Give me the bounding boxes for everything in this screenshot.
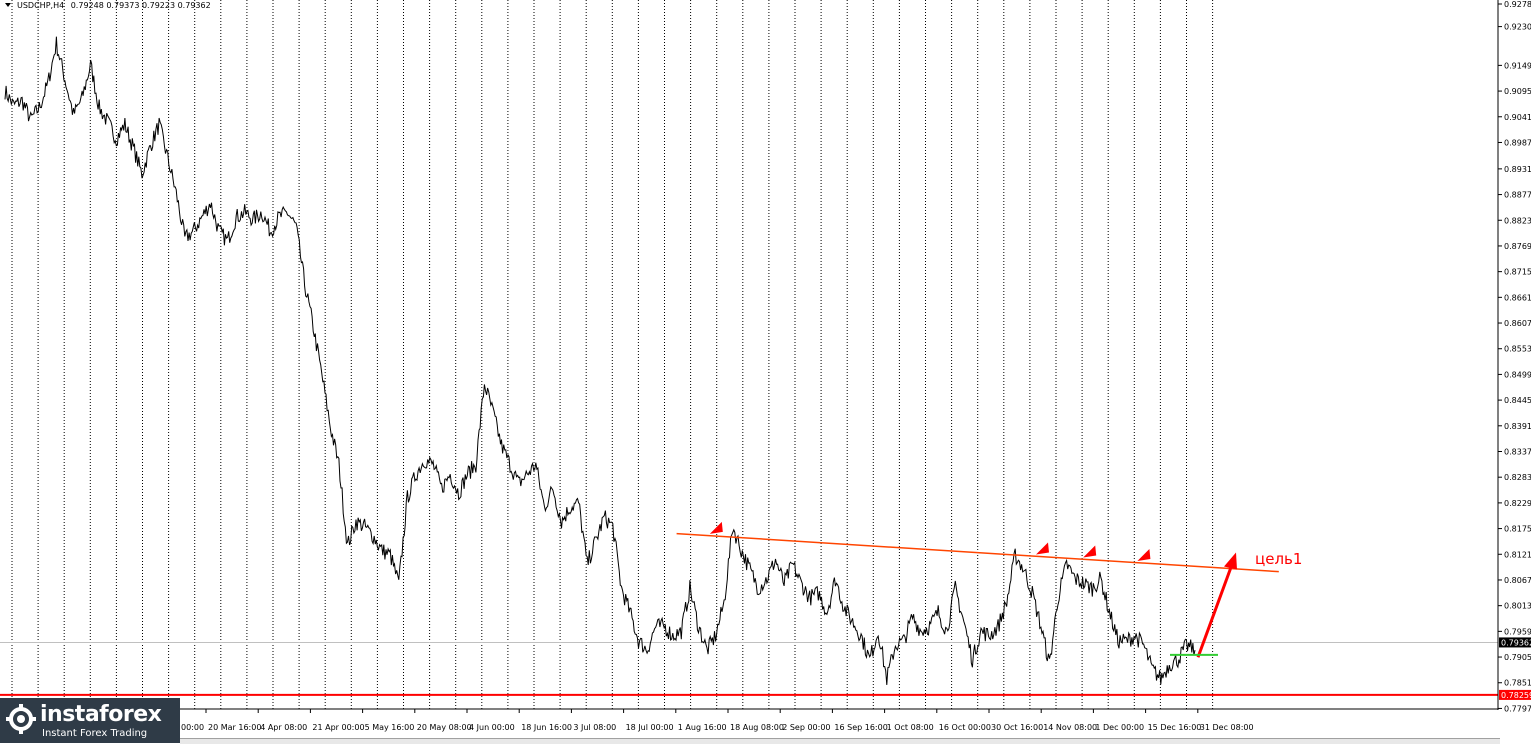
y-tick-label: 0.83375 — [1504, 447, 1531, 456]
series-line — [4, 36, 1196, 685]
y-tick-label: 0.87695 — [1504, 242, 1531, 251]
logo-brand: instaforex — [40, 702, 162, 727]
peak-marker-icon — [1036, 542, 1049, 555]
x-tick-label: 18 Jul 00:00 — [626, 723, 674, 732]
x-tick-label: 00:00 — [181, 723, 204, 732]
gear-logo-icon — [6, 704, 36, 734]
x-tick-label: 18 Aug 08:00 — [730, 723, 784, 732]
peak-marker-icon — [1083, 545, 1097, 558]
y-tick-label: 0.92305 — [1504, 23, 1531, 32]
ohlc-values: 0.79248 0.79373 0.79223 0.79362 — [71, 1, 211, 10]
symbol-label: USDCHP,H4 — [17, 1, 64, 10]
y-tick-label: 0.86075 — [1504, 319, 1531, 328]
y-tick-label: 0.79055 — [1504, 653, 1531, 662]
y-tick-label: 0.86615 — [1504, 293, 1531, 302]
y-tick-label: 0.85535 — [1504, 345, 1531, 354]
y-tick-label: 0.82295 — [1504, 499, 1531, 508]
y-tick-label: 0.88775 — [1504, 191, 1531, 200]
y-tick-label: 0.81755 — [1504, 525, 1531, 534]
trend-lines — [0, 532, 1498, 696]
y-tick-label: 0.78515 — [1504, 679, 1531, 688]
chart-header: USDCHP,H4 0.79248 0.79373 0.79223 0.7936… — [17, 1, 211, 10]
x-tick-label: 14 Nov 08:00 — [1043, 723, 1097, 732]
x-tick-label: 15 Dec 16:00 — [1148, 723, 1202, 732]
target-arrow-head — [1224, 552, 1237, 570]
y-tick-label: 0.80135 — [1504, 602, 1531, 611]
resistance-line[interactable] — [676, 532, 1279, 573]
y-tick-label: 0.84995 — [1504, 370, 1531, 379]
instaforex-logo: instaforex Instant Forex Trading — [0, 698, 180, 743]
x-tick-label: 30 Oct 16:00 — [991, 723, 1043, 732]
target-arrow — [1196, 563, 1234, 658]
y-tick-label: 0.89315 — [1504, 165, 1531, 174]
x-tick-label: 4 Apr 08:00 — [260, 723, 307, 732]
x-tick-label: 21 Apr 00:00 — [312, 723, 364, 732]
x-tick-label: 18 Jun 16:00 — [521, 723, 572, 732]
y-tick-label: 0.88235 — [1504, 216, 1531, 225]
x-tick-label: 4 Jun 00:00 — [469, 723, 515, 732]
chart-tab-bar[interactable] — [180, 738, 1500, 744]
x-tick-label: 31 Dec 08:00 — [1200, 723, 1254, 732]
x-tick-label: 2 Sep 00:00 — [782, 723, 830, 732]
logo-tagline: Instant Forex Trading — [42, 728, 148, 739]
x-tick-label: 1 Dec 00:00 — [1095, 723, 1144, 732]
y-tick-label: 0.82835 — [1504, 473, 1531, 482]
time-axis: 00:00 20 Mar 16:004 Apr 08:00 21 Apr 00:00… — [181, 709, 1254, 732]
price-badge — [1499, 637, 1531, 648]
price-series — [4, 36, 1196, 685]
x-tick-label: 16 Oct 00:00 — [939, 723, 991, 732]
y-tick-label: 0.81215 — [1504, 550, 1531, 559]
y-tick-label: 0.87155 — [1504, 268, 1531, 277]
price-badges: 0.79362 0.78259 — [1499, 637, 1531, 700]
vertical-grid — [11, 0, 1214, 709]
header-triangle-icon — [5, 3, 11, 7]
x-tick-label: 3 Jul 08:00 — [573, 723, 616, 732]
x-tick-label: 5 May 16:00 — [365, 723, 415, 732]
price-badge-label: 0.78259 — [1501, 691, 1531, 700]
x-tick-label: 1 Oct 08:00 — [887, 723, 934, 732]
price-badge — [1499, 689, 1531, 700]
peak-markers — [709, 521, 1151, 561]
x-tick-label: 16 Sep 16:00 — [834, 723, 887, 732]
x-tick-label: 1 Aug 16:00 — [678, 723, 727, 732]
y-tick-label: 0.83915 — [1504, 422, 1531, 431]
y-tick-label: 0.79595 — [1504, 627, 1531, 636]
y-tick-label: 0.77975 — [1504, 704, 1531, 713]
peak-marker-icon — [1137, 548, 1151, 561]
x-tick-label: 20 Mar 16:00 — [208, 723, 261, 732]
y-tick-label: 0.80675 — [1504, 576, 1531, 585]
y-tick-label: 0.84455 — [1504, 396, 1531, 405]
price-badge-label: 0.79362 — [1501, 638, 1531, 647]
peak-marker-icon — [709, 521, 723, 534]
target-label: цель1 — [1255, 550, 1302, 568]
x-tick-label: 20 May 08:00 — [417, 723, 472, 732]
